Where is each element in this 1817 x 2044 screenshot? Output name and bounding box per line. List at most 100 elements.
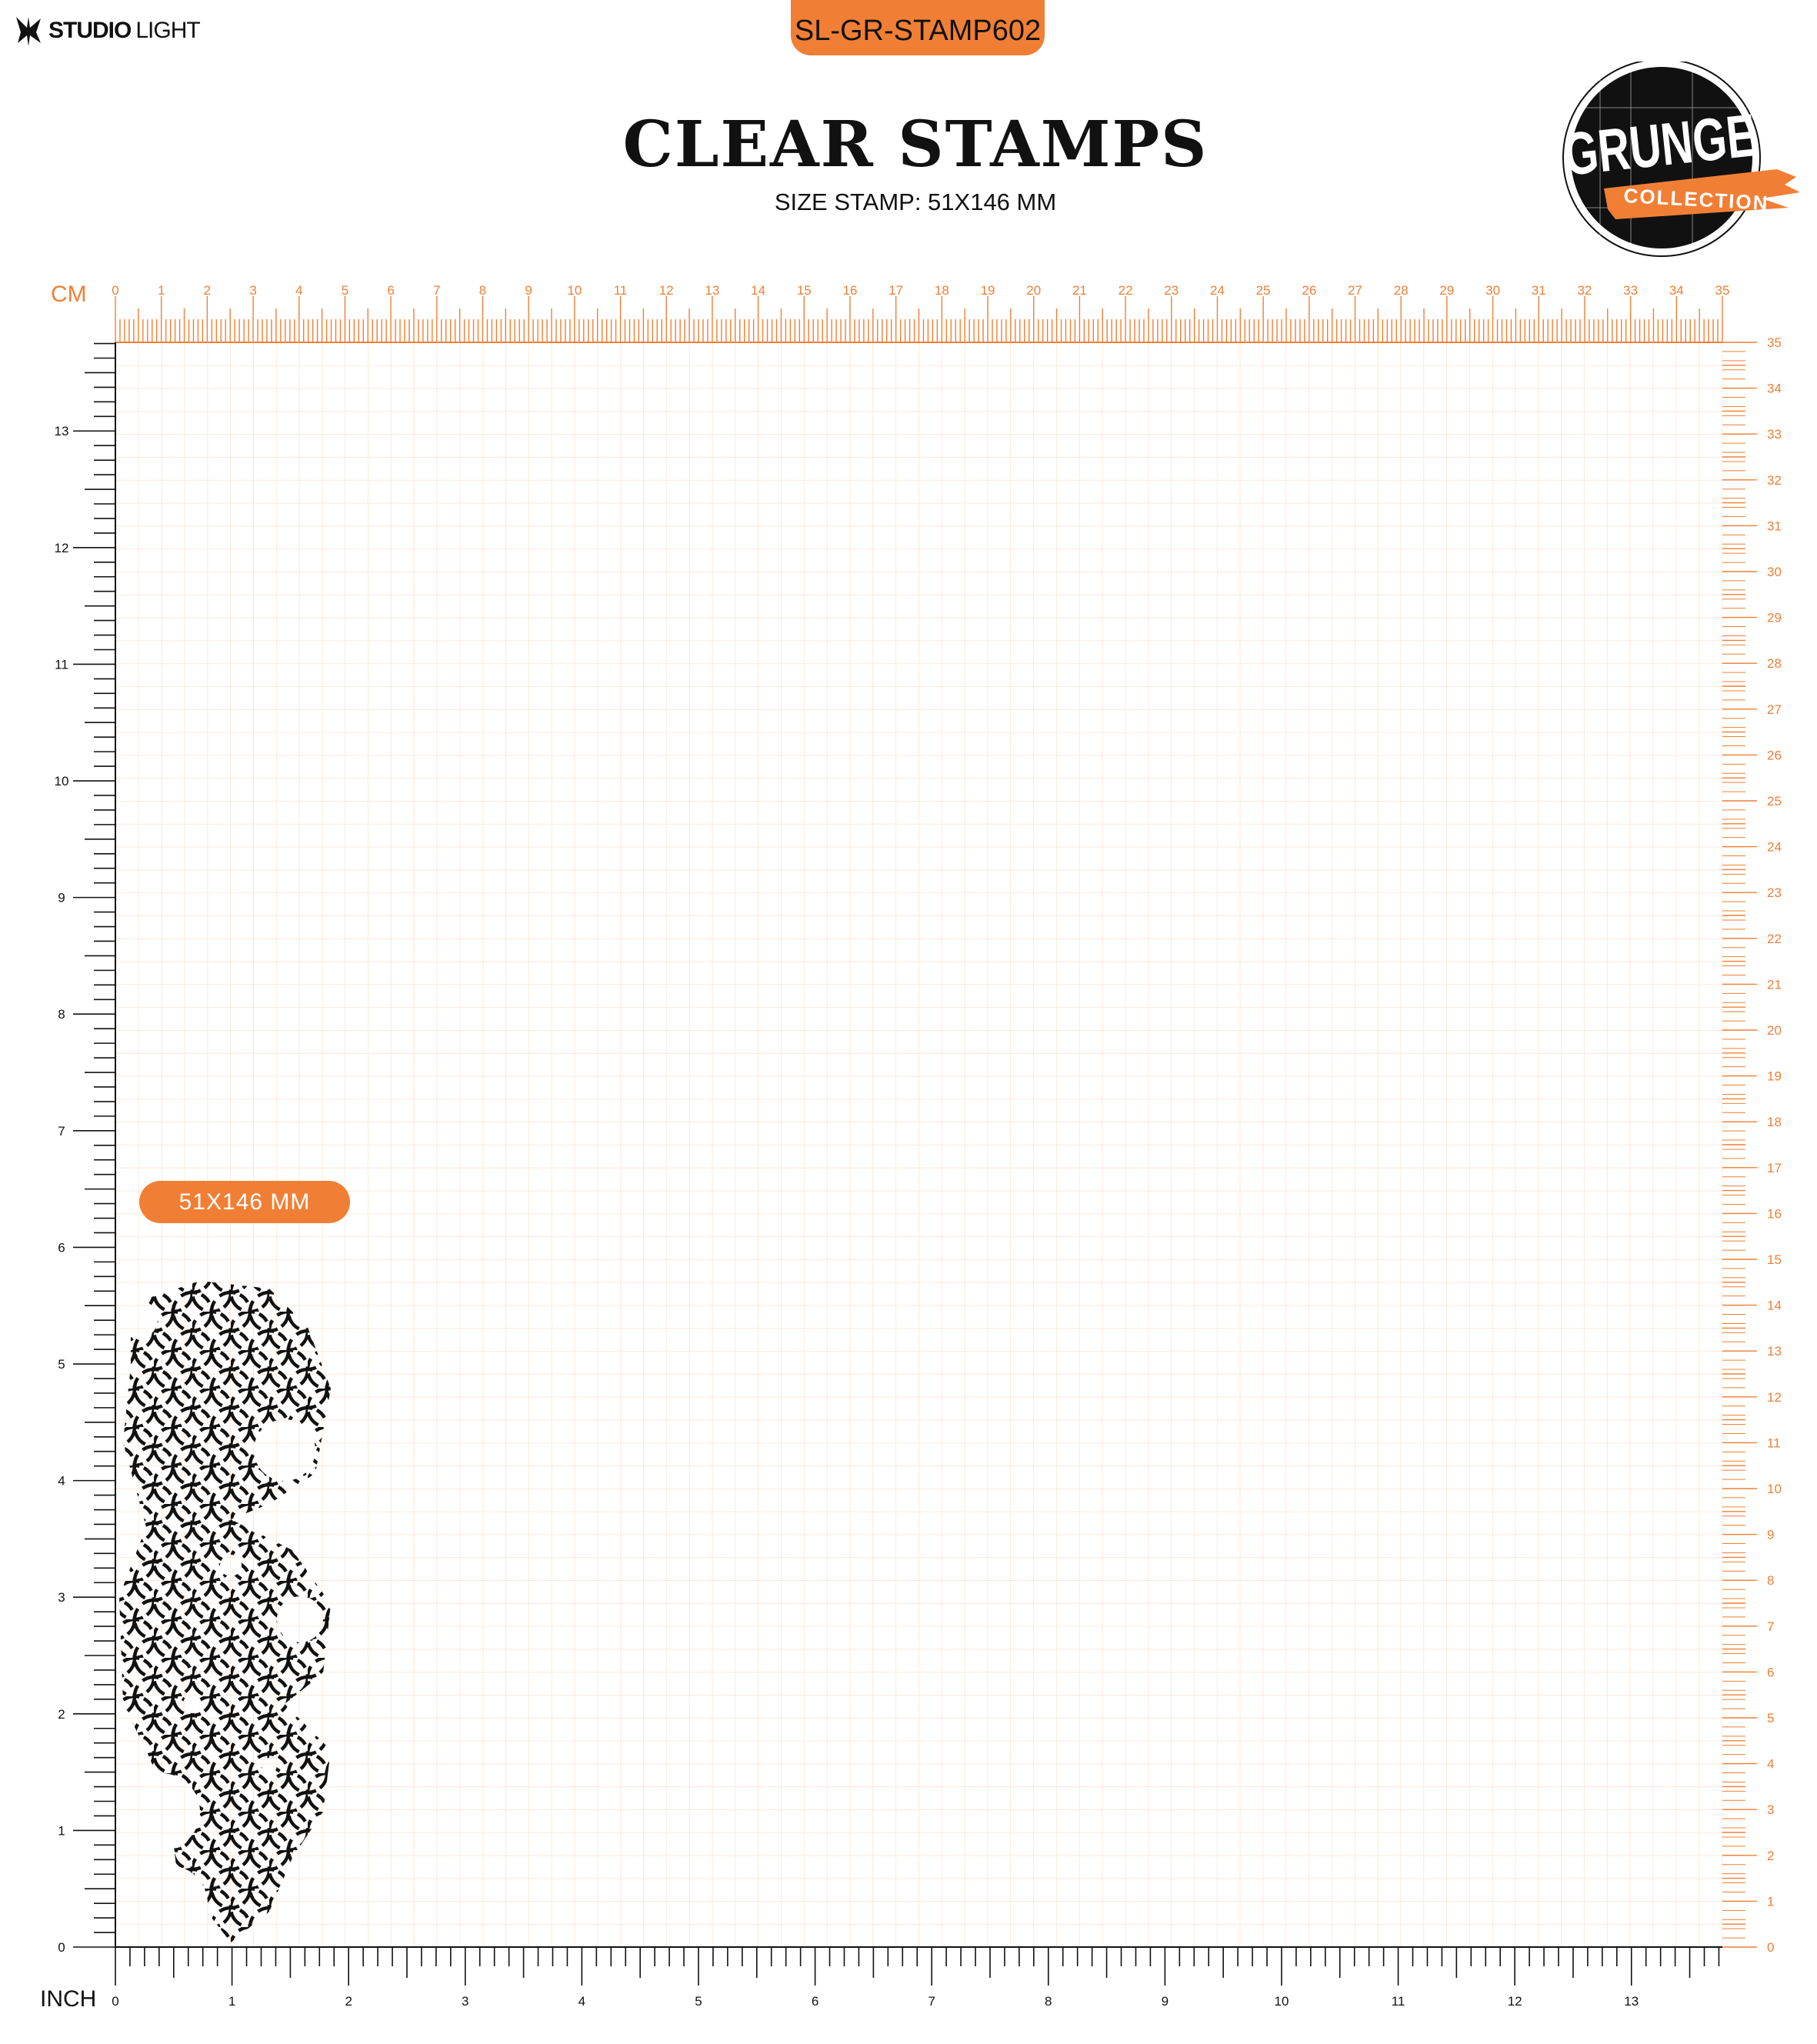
ruler-tick-label: 24 — [1210, 283, 1225, 298]
ruler-tick-label: 9 — [1767, 1528, 1774, 1542]
ruler-tick-label: 8 — [479, 283, 486, 298]
ruler-tick-label: 15 — [797, 283, 812, 298]
ruler-tick-label: 13 — [705, 283, 719, 298]
ruler-tick-label: 13 — [1624, 1994, 1639, 2009]
ruler-tick-label: 16 — [843, 283, 858, 298]
ruler-tick-label: 6 — [58, 1240, 65, 1255]
ruler-tick-label: 6 — [387, 283, 394, 298]
ruler-tick-label: 18 — [1767, 1115, 1782, 1129]
ruler-tick-label: 31 — [1767, 519, 1782, 533]
ruler-tick-label: 26 — [1302, 283, 1316, 298]
ruler-tick-label: 17 — [888, 283, 903, 298]
ruler-tick-label: 0 — [112, 1994, 118, 2009]
right-cm-ruler: 0123456789101112131415161718192021222324… — [1722, 335, 1782, 1955]
ruler-tick-label: 16 — [1767, 1206, 1782, 1221]
stamp-image-circles-pattern — [115, 1273, 354, 1950]
ruler-tick-label: 2 — [345, 1994, 352, 2009]
ruler-tick-label: 11 — [55, 657, 68, 672]
ruler-tick-label: 21 — [1072, 283, 1087, 298]
top-cm-ruler: 0 1 2 3 4 5 6 7 8 9 10 11 12 13 14 15 16 17 18 19 20 21 22 23 24… — [112, 283, 1730, 343]
bottom-inch-ruler: 0 1 2 3 4 5 6 7 8 9 10 11 12 13 — [112, 1946, 1722, 2009]
ruler-tick-label: 34 — [1767, 382, 1782, 396]
ruler-tick-label: 28 — [1394, 283, 1409, 298]
ruler-tick-label: 31 — [1532, 283, 1546, 298]
ruler-tick-label: 12 — [659, 283, 674, 298]
ruler-tick-label: 35 — [1767, 335, 1782, 350]
stamp-size-label: 51X146 MM — [139, 1181, 350, 1223]
ruler-tick-label: 9 — [58, 891, 65, 905]
ruler-tick-label: 14 — [1767, 1299, 1782, 1313]
grunge-collection-logo: GRUNGE COLLECTION — [1561, 62, 1800, 257]
ruler-tick-label: 1 — [158, 283, 165, 298]
ruler-tick-label: 4 — [295, 283, 302, 298]
ruler-tick-label: 7 — [433, 283, 440, 298]
ruler-tick-label: 33 — [1767, 427, 1782, 442]
ruler-tick-label: 19 — [981, 283, 995, 298]
ruler-tick-label: 10 — [1767, 1482, 1782, 1496]
butterfly-icon — [16, 17, 41, 46]
ruler-tick-label: 12 — [1767, 1390, 1782, 1405]
ruler-tick-label: 30 — [1485, 283, 1500, 298]
ruler-tick-label: 13 — [55, 424, 69, 438]
ruler-tick-label: 14 — [751, 283, 765, 298]
ruler-tick-label: 4 — [1767, 1757, 1774, 1772]
ruler-tick-label: 0 — [1767, 1940, 1774, 1955]
ruler-tick-label: 7 — [1767, 1619, 1774, 1634]
ruler-tick-label: 15 — [1767, 1252, 1782, 1267]
ruler-tick-label: 22 — [1767, 932, 1782, 946]
studio-light-logo: STUDIO LIGHT — [13, 13, 201, 48]
ruler-tick-label: 5 — [695, 1994, 702, 2009]
ruler-tick-label: 29 — [1439, 283, 1454, 298]
ruler-tick-label: 32 — [1577, 283, 1592, 298]
ruler-tick-label: 7 — [58, 1124, 65, 1139]
ruler-tick-label: 18 — [935, 283, 949, 298]
ruler-tick-label: 10 — [55, 774, 69, 789]
ruler-tick-label: 6 — [812, 1994, 818, 2009]
ruler-tick-label: 25 — [1767, 794, 1782, 809]
ruler-tick-label: 23 — [1767, 885, 1782, 900]
ruler-tick-label: 8 — [58, 1007, 65, 1022]
inch-unit-label: INCH — [40, 1986, 96, 2012]
ruler-tick-label: 1 — [58, 1823, 65, 1838]
ruler-tick-label: 10 — [567, 283, 582, 298]
ruler-tick-label: 7 — [928, 1994, 935, 2009]
ruler-tick-label: 9 — [1162, 1994, 1169, 2009]
brand-name-light: LIGHT — [135, 18, 200, 43]
ruler-tick-label: 25 — [1256, 283, 1271, 298]
ruler-tick-label: 3 — [58, 1590, 65, 1605]
ruler-tick-label: 4 — [578, 1994, 585, 2009]
ruler-tick-label: 2 — [204, 283, 211, 298]
measurement-grid — [115, 342, 1722, 1947]
ruler-tick-label: 20 — [1767, 1023, 1782, 1038]
cm-unit-label: CM — [51, 282, 87, 307]
ruler-tick-label: 20 — [1026, 283, 1041, 298]
ruler-tick-label: 4 — [58, 1474, 65, 1489]
ruler-tick-label: 2 — [58, 1707, 65, 1722]
ruler-tick-label: 21 — [1767, 977, 1782, 992]
ruler-tick-label: 10 — [1275, 1994, 1289, 2009]
ruler-tick-label: 3 — [1767, 1802, 1774, 1817]
ruler-tick-label: 32 — [1767, 473, 1782, 488]
ruler-tick-label: 35 — [1715, 283, 1730, 298]
ruler-tick-label: 1 — [1767, 1894, 1774, 1909]
ruler-tick-label: 3 — [462, 1994, 468, 2009]
ruler-tick-label: 3 — [249, 283, 256, 298]
brand-name-bold: STUDIO — [48, 18, 132, 43]
page-subtitle: SIZE STAMP: 51X146 MM — [774, 188, 1057, 215]
ruler-tick-label: 12 — [55, 541, 69, 555]
ruler-tick-label: 9 — [525, 283, 532, 298]
ruler-tick-label: 17 — [1767, 1161, 1782, 1175]
ruler-tick-label: 27 — [1767, 702, 1782, 717]
ruler-tick-label: 28 — [1767, 656, 1782, 671]
ruler-tick-label: 8 — [1045, 1994, 1052, 2009]
ruler-tick-label: 24 — [1767, 840, 1782, 855]
ruler-tick-label: 5 — [58, 1357, 65, 1372]
ruler-tick-label: 34 — [1669, 283, 1684, 298]
ruler-tick-label: 22 — [1119, 283, 1133, 298]
ruler-tick-label: 23 — [1164, 283, 1179, 298]
ruler-tick-label: 1 — [228, 1994, 235, 2009]
ruler-tick-label: 30 — [1767, 565, 1782, 579]
page-title: CLEAR STAMPS — [622, 108, 1209, 182]
